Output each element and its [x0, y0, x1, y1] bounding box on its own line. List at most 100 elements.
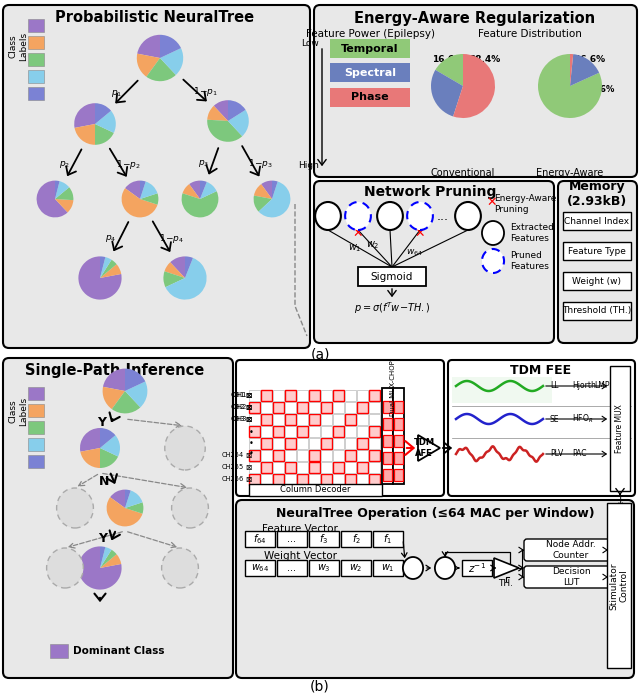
- Text: ×: ×: [406, 559, 420, 577]
- Bar: [28, 87, 44, 100]
- Bar: [285, 462, 296, 473]
- Bar: [394, 452, 403, 464]
- Bar: [394, 401, 403, 413]
- Text: NeuralTree Operation (≤64 MAC per Window): NeuralTree Operation (≤64 MAC per Window…: [276, 507, 595, 519]
- Text: $p = \sigma(f^Tw\!-\!TH.)$: $p = \sigma(f^Tw\!-\!TH.)$: [353, 300, 431, 316]
- Bar: [345, 438, 356, 449]
- Wedge shape: [228, 110, 249, 136]
- Bar: [345, 414, 356, 425]
- Wedge shape: [137, 54, 160, 77]
- Text: Feature Power (Epilepsy): Feature Power (Epilepsy): [305, 29, 435, 39]
- Text: +: +: [438, 559, 452, 577]
- Wedge shape: [140, 180, 146, 199]
- Bar: [273, 414, 284, 425]
- Text: Y: Y: [97, 416, 106, 429]
- Wedge shape: [140, 182, 157, 199]
- Text: Hjorth: Hjorth: [572, 381, 596, 390]
- Bar: [277, 560, 307, 576]
- Text: ⊠: ⊠: [245, 463, 251, 471]
- Text: CH3: CH3: [232, 416, 247, 422]
- Bar: [309, 402, 320, 413]
- Text: $f_{64}$: $f_{64}$: [461, 209, 475, 223]
- FancyBboxPatch shape: [524, 539, 619, 561]
- Text: TDM FEE: TDM FEE: [511, 363, 572, 377]
- FancyBboxPatch shape: [314, 5, 637, 177]
- Wedge shape: [160, 35, 181, 58]
- FancyBboxPatch shape: [448, 360, 635, 496]
- Bar: [297, 438, 308, 449]
- Bar: [610, 366, 630, 491]
- Bar: [249, 426, 260, 437]
- Bar: [333, 390, 344, 401]
- Wedge shape: [125, 503, 143, 514]
- Bar: [273, 462, 284, 473]
- Text: SE: SE: [550, 415, 559, 423]
- Bar: [285, 390, 296, 401]
- Bar: [330, 88, 410, 107]
- Bar: [345, 390, 356, 401]
- Wedge shape: [189, 180, 200, 199]
- Text: $p_4$: $p_4$: [106, 233, 116, 244]
- Text: Sigmoid: Sigmoid: [371, 271, 413, 281]
- Bar: [369, 414, 380, 425]
- FancyBboxPatch shape: [558, 181, 637, 343]
- Bar: [333, 462, 344, 473]
- Text: $p_3$: $p_3$: [198, 157, 209, 168]
- Text: Feature MUX: Feature MUX: [616, 404, 625, 453]
- Text: ✕: ✕: [415, 226, 425, 239]
- Text: Probabilistic NeuralTree: Probabilistic NeuralTree: [56, 10, 255, 26]
- Wedge shape: [100, 547, 111, 568]
- Bar: [333, 414, 344, 425]
- Text: $w_{64}$: $w_{64}$: [251, 562, 269, 574]
- Wedge shape: [100, 256, 106, 278]
- Text: Class
Labels: Class Labels: [8, 397, 28, 425]
- Bar: [357, 390, 368, 401]
- Bar: [333, 438, 344, 449]
- Text: $f_1$: $f_1$: [323, 209, 333, 223]
- Text: PLV: PLV: [550, 450, 563, 459]
- Bar: [261, 462, 272, 473]
- FancyBboxPatch shape: [524, 566, 619, 588]
- Text: $w_{64}$: $w_{64}$: [406, 248, 424, 258]
- Wedge shape: [55, 199, 74, 212]
- Bar: [383, 435, 392, 447]
- Text: $1\!-\!p_1$: $1\!-\!p_1$: [193, 86, 218, 98]
- Text: Energy-Aware
Pruning: Energy-Aware Pruning: [494, 194, 556, 214]
- Bar: [28, 36, 44, 49]
- Bar: [285, 438, 296, 449]
- Text: Conventional: Conventional: [431, 168, 495, 178]
- Bar: [50, 644, 68, 658]
- Bar: [462, 560, 492, 576]
- Wedge shape: [80, 428, 100, 452]
- Wedge shape: [570, 54, 573, 86]
- Text: 1.6%: 1.6%: [591, 84, 614, 93]
- Wedge shape: [253, 196, 272, 212]
- Text: ⊠: ⊠: [245, 415, 251, 423]
- Text: LL: LL: [550, 381, 559, 390]
- Wedge shape: [125, 489, 131, 508]
- Text: ✕: ✕: [486, 196, 497, 209]
- Bar: [330, 63, 410, 82]
- Text: Low: Low: [301, 40, 319, 49]
- Bar: [357, 402, 368, 413]
- Text: ✕: ✕: [353, 226, 364, 239]
- Text: Class
Labels: Class Labels: [8, 31, 28, 61]
- Bar: [333, 474, 344, 485]
- Bar: [383, 418, 392, 430]
- Bar: [369, 402, 380, 413]
- Text: Threshold (TH.): Threshold (TH.): [563, 306, 632, 315]
- Text: 55.0%: 55.0%: [445, 99, 476, 107]
- Bar: [321, 450, 332, 461]
- Text: Feature Vector: Feature Vector: [262, 524, 338, 534]
- Bar: [393, 388, 404, 484]
- Text: Feature Distribution: Feature Distribution: [478, 29, 582, 39]
- Text: Network Pruning: Network Pruning: [364, 185, 496, 199]
- Wedge shape: [100, 554, 121, 568]
- Text: (b): (b): [310, 679, 330, 693]
- Bar: [358, 267, 426, 286]
- Bar: [382, 388, 393, 484]
- Wedge shape: [160, 48, 183, 75]
- Bar: [452, 377, 552, 403]
- Text: Dual MUX-CHOP: Dual MUX-CHOP: [390, 360, 396, 416]
- Bar: [273, 390, 284, 401]
